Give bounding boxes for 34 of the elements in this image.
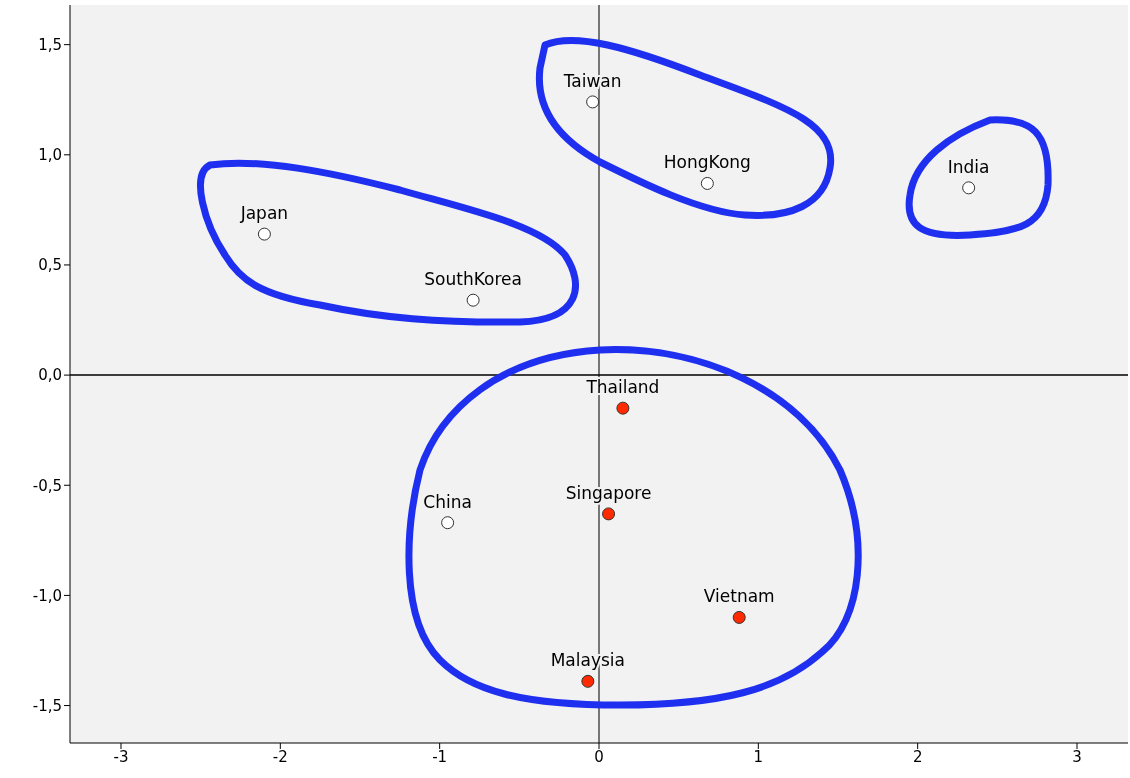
y-tick-label: -1,0 bbox=[32, 586, 62, 605]
y-tick-label: -0,5 bbox=[32, 476, 62, 495]
y-tick-label: -1,5 bbox=[32, 696, 62, 715]
annotation: SouthKorea bbox=[424, 269, 522, 290]
point bbox=[616, 401, 630, 415]
point bbox=[732, 610, 746, 624]
annotation: India bbox=[947, 156, 990, 177]
annotation: Japan bbox=[239, 203, 289, 224]
point bbox=[581, 674, 595, 688]
point bbox=[441, 516, 455, 530]
point bbox=[700, 176, 714, 190]
point bbox=[586, 95, 600, 109]
x-tick-label: 1 bbox=[753, 747, 764, 766]
annotation: China bbox=[423, 491, 472, 512]
annotation: Thailand bbox=[585, 377, 660, 398]
annotation: Vietnam bbox=[703, 586, 775, 607]
x-tick-label: 3 bbox=[1072, 747, 1082, 766]
x-tick-label: -3 bbox=[113, 747, 129, 766]
y-tick-label: 1,0 bbox=[38, 146, 62, 165]
annotation: Taiwan bbox=[562, 70, 622, 91]
point bbox=[257, 227, 271, 241]
y-tick-label: 0,5 bbox=[38, 256, 62, 275]
x-tick-label: 2 bbox=[912, 747, 923, 766]
x-tick-label: 0 bbox=[594, 747, 604, 766]
point bbox=[466, 293, 480, 307]
y-tick-label: 0,0 bbox=[38, 366, 62, 385]
y-tick-label: 1,5 bbox=[38, 35, 62, 54]
x-tick-label: -1 bbox=[432, 747, 448, 766]
annotation: Malaysia bbox=[550, 650, 625, 671]
point bbox=[602, 507, 616, 521]
point bbox=[962, 181, 976, 195]
annotation: Singapore bbox=[565, 482, 652, 503]
x-tick-label: -2 bbox=[272, 747, 288, 766]
annotation: HongKong bbox=[663, 152, 751, 173]
